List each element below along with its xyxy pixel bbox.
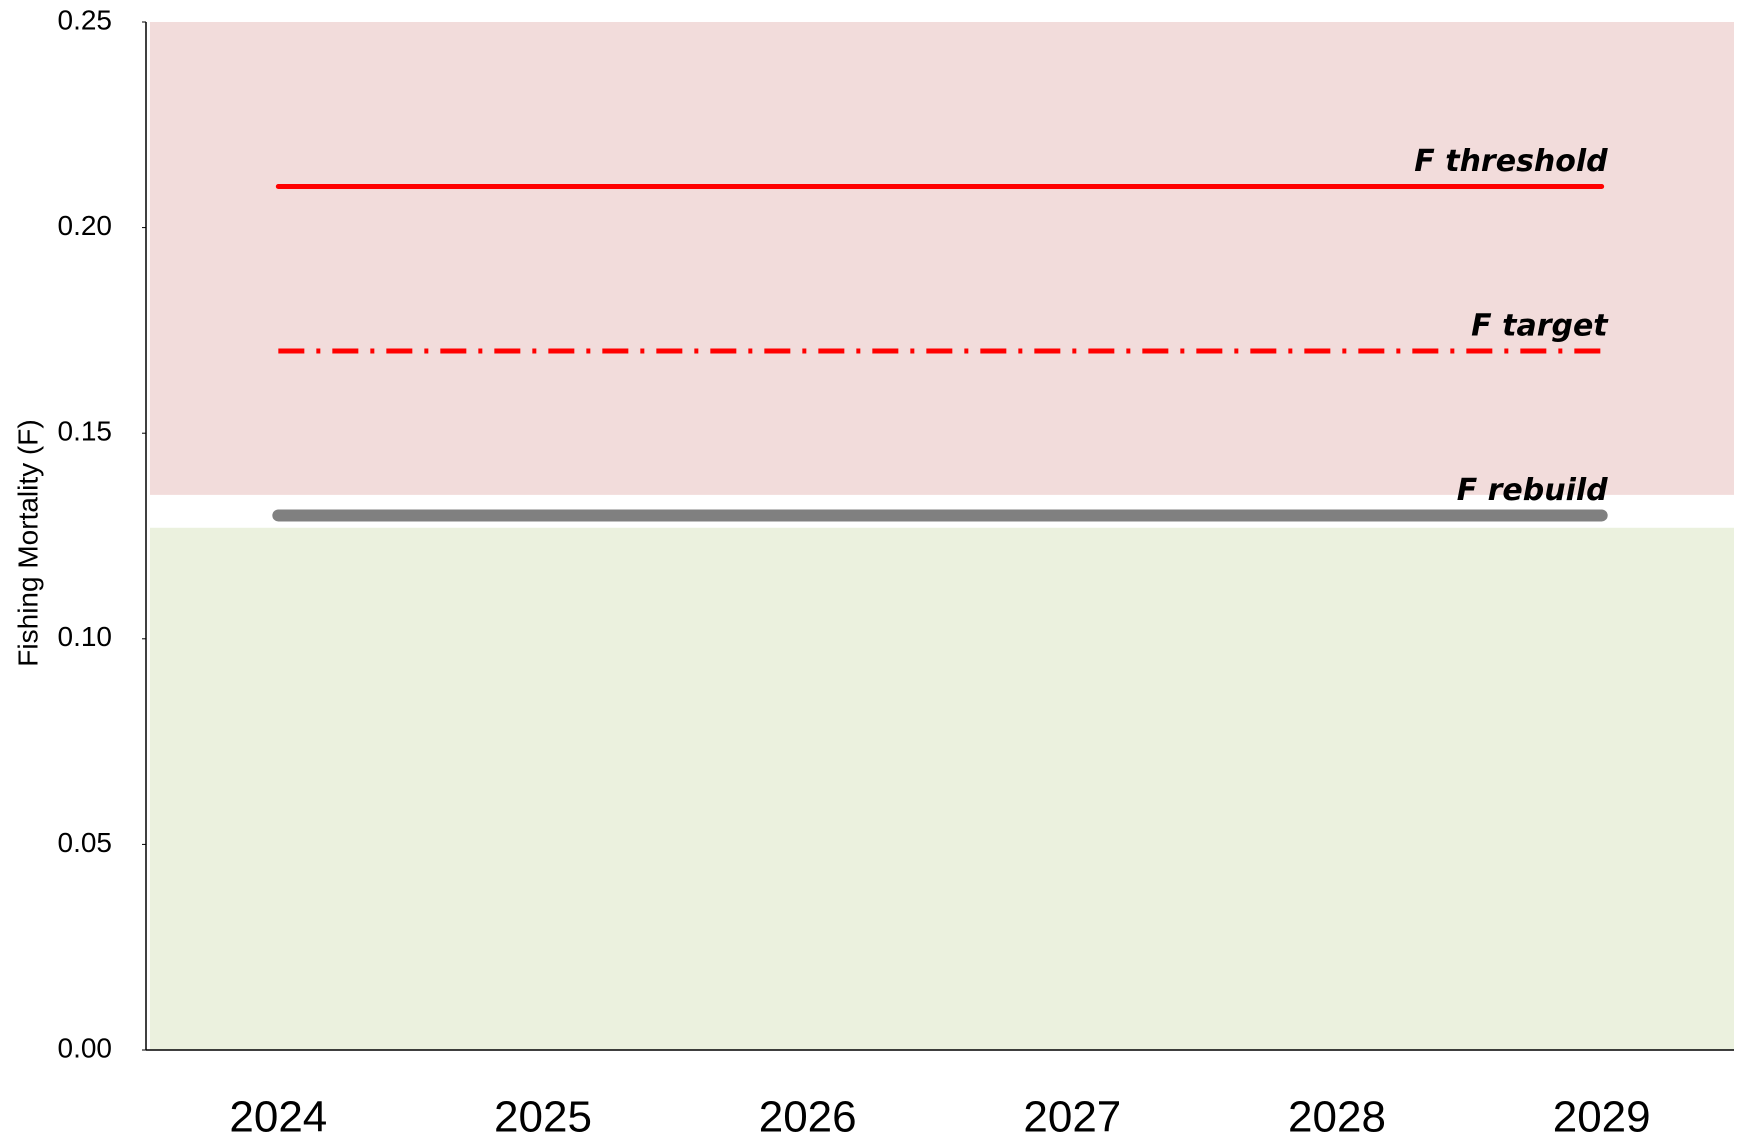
y-tick-label: 0.15: [58, 416, 113, 447]
x-tick-label: 2028: [1288, 1093, 1386, 1142]
x-tick-label: 2027: [1023, 1093, 1121, 1142]
band: [150, 22, 1734, 495]
y-tick-label: 0.00: [58, 1032, 113, 1063]
lines: [272, 183, 1608, 522]
x-tick-label: 2026: [759, 1093, 857, 1142]
series-label: F threshold: [1414, 144, 1608, 179]
y-tick-label: 0.20: [58, 210, 113, 241]
y-tick-label: 0.05: [58, 827, 113, 858]
y-tick-label: 0.25: [58, 4, 113, 35]
y-tick-label: 0.10: [58, 621, 113, 652]
band: [150, 527, 1734, 1050]
x-tick-label: 2029: [1553, 1093, 1651, 1142]
bands: [150, 22, 1734, 1050]
y-axis-title: Fishing Mortality (F): [12, 419, 43, 666]
x-tick-label: 2024: [229, 1093, 327, 1142]
series-label: F target: [1471, 308, 1609, 343]
x-tick-label: 2025: [494, 1093, 592, 1142]
series-label: F rebuild: [1457, 473, 1608, 508]
